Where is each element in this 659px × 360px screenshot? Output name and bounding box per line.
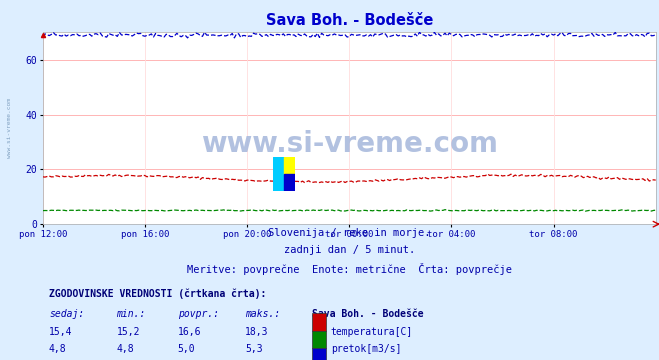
FancyBboxPatch shape: [312, 330, 326, 348]
Text: 5,3: 5,3: [245, 344, 263, 354]
Text: 18,3: 18,3: [245, 327, 269, 337]
Text: www.si-vreme.com: www.si-vreme.com: [201, 130, 498, 158]
Text: ZGODOVINSKE VREDNOSTI (črtkana črta):: ZGODOVINSKE VREDNOSTI (črtkana črta):: [49, 288, 266, 299]
Text: 4,8: 4,8: [117, 344, 134, 354]
Title: Sava Boh. - Bodešče: Sava Boh. - Bodešče: [266, 13, 433, 28]
Text: 4,8: 4,8: [49, 344, 67, 354]
Bar: [284, 174, 295, 191]
Text: pretok[m3/s]: pretok[m3/s]: [331, 344, 401, 354]
Text: Slovenija / reke in morje.: Slovenija / reke in morje.: [268, 228, 430, 238]
Bar: [273, 157, 284, 191]
Text: temperatura[C]: temperatura[C]: [331, 327, 413, 337]
Text: Sava Boh. - Bodešče: Sava Boh. - Bodešče: [312, 310, 424, 319]
Text: maks.:: maks.:: [245, 310, 280, 319]
FancyBboxPatch shape: [312, 348, 326, 360]
Text: sedaj:: sedaj:: [49, 310, 84, 319]
Text: min.:: min.:: [117, 310, 146, 319]
Text: 15,2: 15,2: [117, 327, 140, 337]
Text: 5,0: 5,0: [178, 344, 195, 354]
Bar: [284, 157, 295, 174]
Text: 15,4: 15,4: [49, 327, 72, 337]
Text: 16,6: 16,6: [178, 327, 201, 337]
Text: povpr.:: povpr.:: [178, 310, 219, 319]
Text: Meritve: povprečne  Enote: metrične  Črta: povprečje: Meritve: povprečne Enote: metrične Črta:…: [186, 262, 512, 275]
Text: www.si-vreme.com: www.si-vreme.com: [7, 98, 12, 158]
FancyBboxPatch shape: [312, 314, 326, 330]
Text: zadnji dan / 5 minut.: zadnji dan / 5 minut.: [283, 245, 415, 255]
